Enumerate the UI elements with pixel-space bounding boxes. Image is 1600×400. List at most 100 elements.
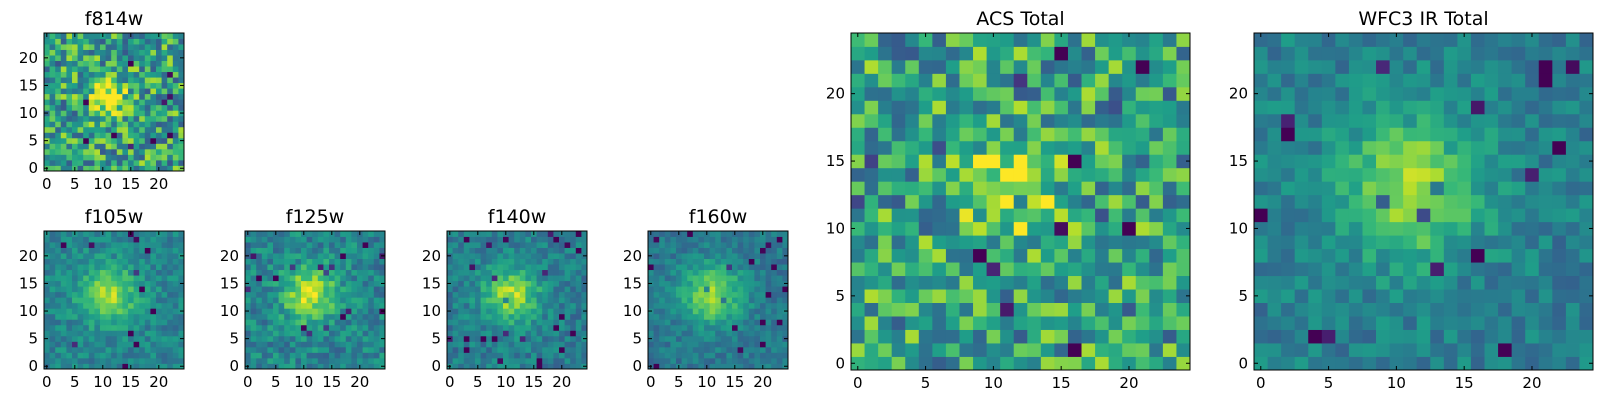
heatmap-cell — [1470, 100, 1485, 115]
heatmap-cell — [715, 313, 722, 320]
heatmap-cell — [519, 286, 526, 293]
heatmap-cell — [771, 324, 778, 331]
heatmap-cell — [88, 258, 95, 265]
heatmap-cell — [49, 269, 56, 276]
heatmap-cell — [245, 319, 251, 326]
heatmap-cell — [278, 264, 285, 271]
heatmap-cell — [1565, 289, 1580, 303]
heatmap-cell — [345, 275, 352, 282]
heatmap-cell — [559, 242, 565, 248]
heatmap-cell — [44, 132, 50, 139]
heatmap-cell — [497, 352, 504, 359]
heatmap-cell — [1122, 316, 1137, 330]
heatmap-cell — [575, 253, 582, 259]
heatmap-cell — [334, 286, 341, 293]
heatmap-cell — [743, 242, 750, 248]
heatmap-cell — [273, 242, 279, 248]
heatmap-cell — [1416, 316, 1431, 330]
heatmap-cell — [1376, 221, 1390, 236]
heatmap-cell — [144, 165, 151, 172]
heatmap-cell — [664, 286, 671, 293]
heatmap-cell — [156, 297, 162, 304]
heatmap-cell — [469, 275, 476, 282]
heatmap-cell — [289, 319, 296, 326]
heatmap-cell — [1443, 302, 1458, 317]
heatmap-cell — [1108, 275, 1123, 290]
x-tick-label: 10 — [496, 373, 515, 391]
heatmap-cell — [345, 247, 352, 254]
heatmap-cell — [732, 335, 738, 342]
heatmap-cell — [653, 275, 660, 282]
heatmap-cell — [1162, 140, 1177, 155]
heatmap-cell — [564, 264, 571, 271]
heatmap-cell — [122, 71, 129, 78]
heatmap-cell — [256, 308, 263, 315]
heatmap-cell — [765, 253, 772, 259]
heatmap-cell — [116, 33, 123, 39]
heatmap-cell — [664, 247, 671, 254]
heatmap-cell — [1027, 154, 1042, 169]
heatmap-cell — [1348, 289, 1363, 303]
heatmap-cell — [765, 341, 772, 348]
heatmap-cell — [508, 313, 515, 320]
heatmap-cell — [1067, 248, 1082, 263]
heatmap-cell — [116, 324, 123, 331]
heatmap-cell — [1308, 262, 1323, 277]
heatmap-cell — [508, 264, 515, 271]
heatmap-cell — [564, 297, 571, 304]
heatmap-cell — [94, 148, 101, 155]
heatmap-cell — [273, 236, 279, 243]
heatmap-cell — [681, 275, 688, 282]
heatmap-cell — [1335, 46, 1350, 61]
heatmap-cell — [1162, 208, 1177, 223]
heatmap-cell — [83, 335, 90, 342]
heatmap-cell — [172, 269, 179, 276]
heatmap-cell — [732, 236, 738, 243]
heatmap-cell — [720, 324, 727, 331]
heatmap-cell — [161, 88, 168, 95]
heatmap-cell — [1511, 275, 1526, 290]
heatmap-cell — [973, 154, 987, 169]
heatmap-cell — [458, 264, 465, 271]
heatmap-cell — [531, 275, 537, 282]
heatmap-cell — [60, 143, 67, 150]
heatmap-cell — [765, 275, 772, 282]
heatmap-cell — [60, 115, 67, 122]
heatmap-cell — [553, 319, 560, 326]
heatmap-cell — [94, 49, 101, 56]
heatmap-cell — [278, 247, 285, 254]
heatmap-cell — [732, 313, 738, 320]
heatmap-cell — [111, 143, 118, 150]
heatmap-cell — [1416, 248, 1431, 263]
heatmap-cell — [503, 324, 509, 331]
heatmap-cell — [1308, 100, 1323, 115]
heatmap-cell — [301, 330, 307, 337]
heatmap-cell — [362, 357, 369, 364]
x-tick-label: 5 — [271, 373, 281, 391]
heatmap-cell — [351, 258, 358, 265]
heatmap-cell — [88, 269, 95, 276]
heatmap-cell — [55, 165, 62, 172]
heatmap-cell — [144, 148, 151, 155]
heatmap-cell — [306, 308, 313, 315]
heatmap-cell — [1149, 167, 1164, 182]
heatmap-cell — [122, 291, 129, 298]
heatmap-cell — [1027, 100, 1042, 115]
heatmap-cell — [575, 264, 582, 271]
heatmap-cell — [60, 264, 67, 271]
heatmap-cell — [447, 357, 453, 364]
heatmap-cell — [329, 324, 335, 331]
heatmap-cell — [765, 302, 772, 309]
heatmap-cell — [295, 302, 302, 309]
heatmap-cell — [284, 291, 291, 298]
heatmap-cell — [743, 346, 750, 353]
heatmap-cell — [1457, 235, 1472, 250]
heatmap-cell — [49, 363, 56, 370]
heatmap-cell — [782, 330, 789, 337]
heatmap-cell — [973, 289, 987, 303]
heatmap-cell — [553, 236, 560, 243]
heatmap-cell — [698, 286, 705, 293]
heatmap-cell — [531, 341, 537, 348]
heatmap-cell — [94, 126, 101, 133]
heatmap-cell — [278, 346, 285, 353]
